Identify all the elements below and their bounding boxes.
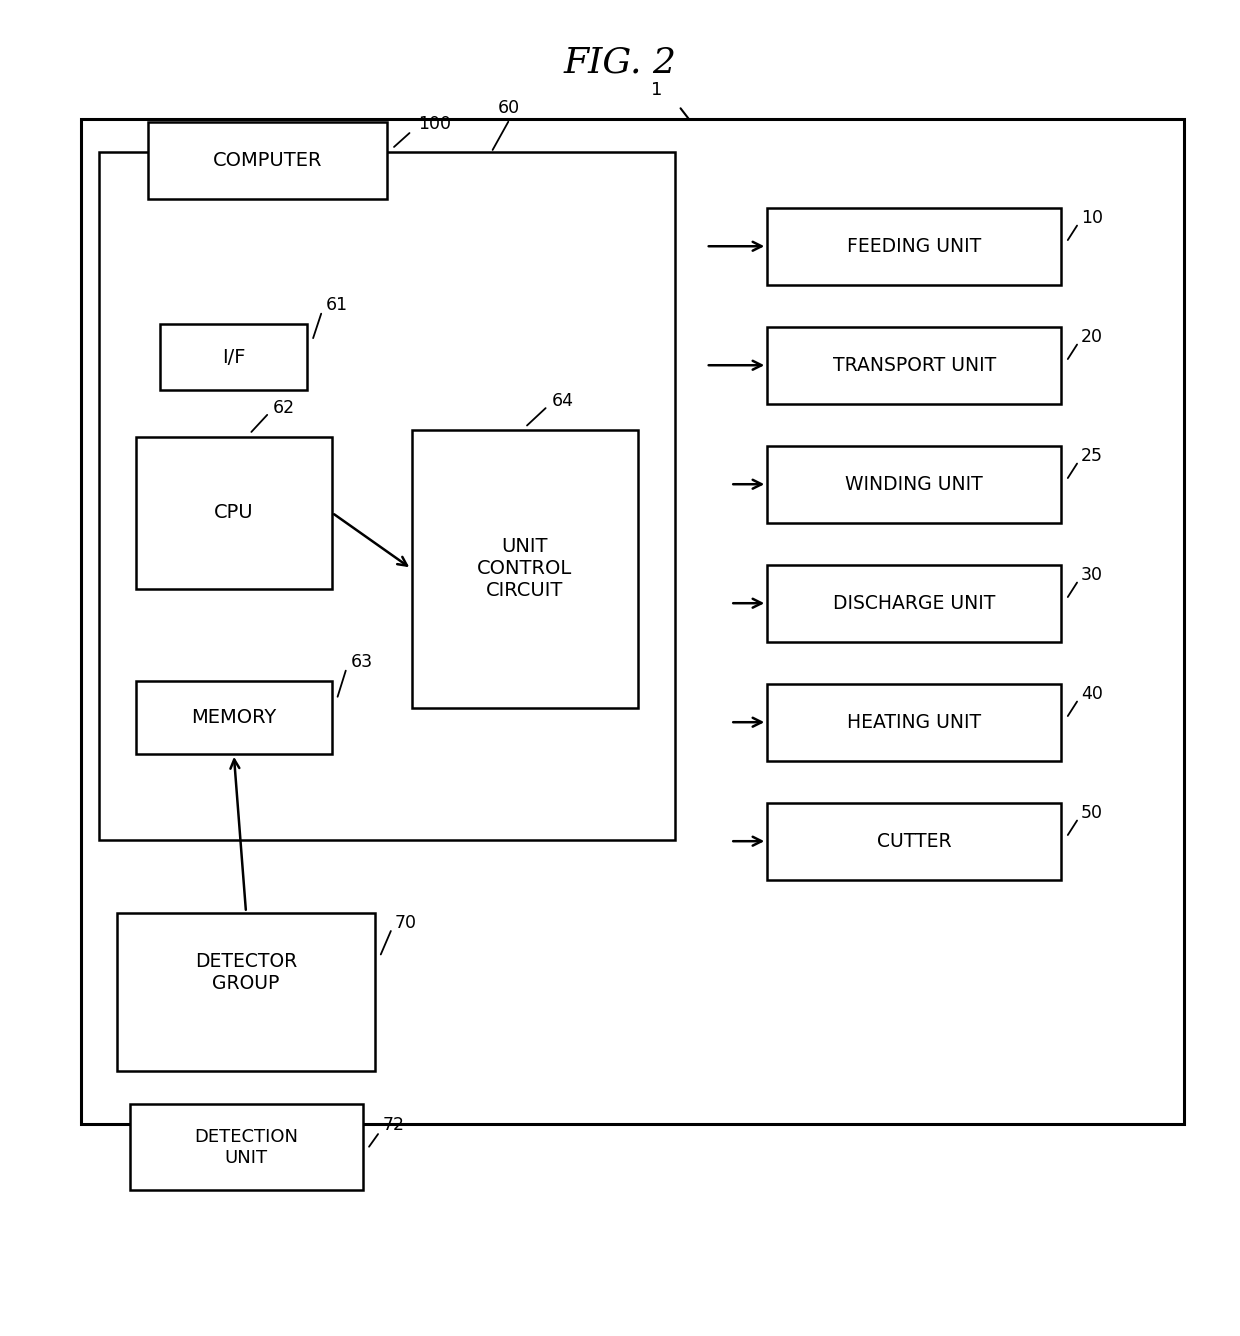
Text: 72: 72 — [382, 1117, 404, 1134]
Bar — [135, 681, 332, 754]
Bar — [135, 437, 332, 589]
Text: 100: 100 — [418, 115, 450, 134]
Text: UNIT
CONTROL
CIRCUIT: UNIT CONTROL CIRCUIT — [477, 537, 573, 600]
Text: DISCHARGE UNIT: DISCHARGE UNIT — [833, 593, 996, 613]
Bar — [148, 122, 387, 199]
Text: FEEDING UNIT: FEEDING UNIT — [847, 236, 981, 255]
Bar — [81, 119, 1184, 1124]
Text: WINDING UNIT: WINDING UNIT — [846, 474, 983, 494]
Text: I/F: I/F — [222, 347, 246, 367]
Text: CUTTER: CUTTER — [877, 832, 951, 851]
Text: TRANSPORT UNIT: TRANSPORT UNIT — [832, 355, 996, 374]
Text: 70: 70 — [394, 914, 417, 931]
Bar — [129, 1105, 362, 1190]
Text: COMPUTER: COMPUTER — [213, 151, 322, 170]
Bar — [412, 430, 639, 708]
Text: HEATING UNIT: HEATING UNIT — [847, 712, 981, 732]
Text: 25: 25 — [1081, 448, 1104, 465]
Text: 1: 1 — [651, 81, 662, 99]
Bar — [768, 803, 1061, 879]
Text: 60: 60 — [497, 99, 520, 116]
Text: 50: 50 — [1081, 804, 1104, 822]
Text: DETECTOR
GROUP: DETECTOR GROUP — [195, 953, 298, 994]
Text: MEMORY: MEMORY — [191, 708, 277, 727]
Text: 61: 61 — [326, 295, 348, 314]
Bar — [99, 152, 675, 840]
Bar — [768, 446, 1061, 522]
Text: 30: 30 — [1081, 566, 1104, 584]
Text: 63: 63 — [350, 653, 372, 671]
Text: 10: 10 — [1081, 208, 1104, 227]
Text: 40: 40 — [1081, 685, 1102, 703]
Text: FIG. 2: FIG. 2 — [563, 45, 677, 79]
Text: 64: 64 — [552, 393, 574, 410]
Bar — [768, 327, 1061, 403]
Text: 62: 62 — [273, 399, 295, 417]
Bar — [118, 912, 374, 1071]
Text: CPU: CPU — [215, 504, 254, 522]
Bar — [768, 684, 1061, 760]
Bar — [160, 325, 308, 390]
Bar — [768, 565, 1061, 641]
Text: 20: 20 — [1081, 329, 1104, 346]
Bar — [768, 208, 1061, 285]
Text: DETECTION
UNIT: DETECTION UNIT — [193, 1128, 298, 1166]
